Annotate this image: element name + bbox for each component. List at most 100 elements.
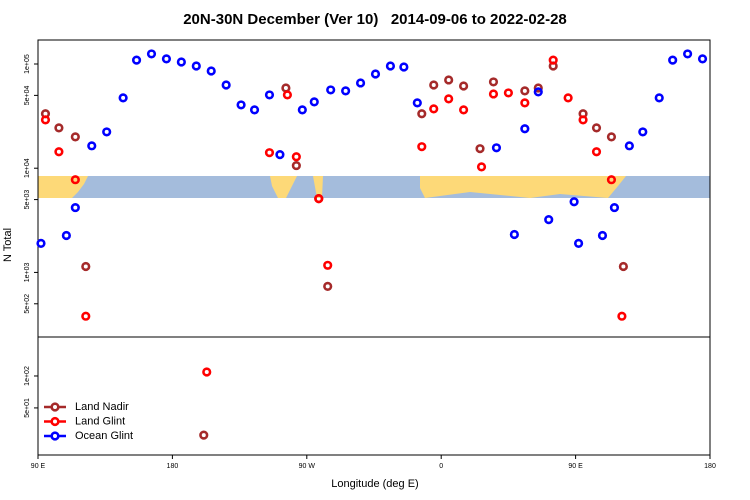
point	[385, 61, 396, 71]
point	[291, 160, 301, 171]
point	[459, 81, 469, 91]
point	[533, 87, 543, 97]
point	[70, 132, 80, 142]
map-strip	[38, 176, 710, 198]
legend-label: Land Nadir	[75, 401, 129, 413]
point	[444, 75, 454, 85]
point	[176, 57, 186, 67]
point	[476, 162, 487, 172]
point	[291, 152, 301, 162]
x-tick-label: 90 W	[299, 463, 316, 470]
y-tick-label: 1e+05	[24, 54, 31, 74]
y-tick-label: 5e+01	[24, 398, 31, 418]
point	[191, 61, 201, 71]
point	[275, 150, 285, 160]
y-tick-label: 1e+03	[24, 262, 31, 282]
point	[520, 98, 530, 108]
point	[429, 104, 439, 114]
point	[202, 367, 212, 377]
legend-label: Ocean Glint	[75, 430, 133, 442]
point	[569, 197, 579, 207]
point	[131, 55, 142, 65]
x-tick-label: 90 E	[31, 463, 46, 470]
y-axis-label: N Total	[2, 228, 14, 262]
point	[146, 49, 157, 59]
legend-marker	[50, 431, 60, 441]
point	[54, 123, 64, 133]
point	[520, 124, 530, 134]
point	[503, 88, 514, 98]
point	[606, 132, 617, 142]
point	[444, 94, 454, 104]
point	[412, 98, 422, 108]
point	[591, 147, 602, 157]
point	[417, 109, 427, 119]
point	[61, 230, 71, 241]
point	[548, 55, 558, 65]
point	[70, 175, 80, 185]
legend-marker	[50, 402, 60, 412]
point	[544, 215, 554, 225]
point	[81, 311, 91, 321]
point	[326, 85, 336, 95]
point	[606, 175, 617, 185]
point	[281, 83, 291, 93]
x-tick-label: 180	[167, 463, 179, 470]
point	[355, 78, 366, 88]
point	[236, 100, 246, 110]
point	[161, 54, 172, 64]
y-tick-label: 1e+04	[24, 158, 31, 178]
point	[668, 55, 678, 65]
point	[509, 229, 519, 240]
legend-label: Land Glint	[75, 415, 125, 427]
point	[591, 123, 602, 133]
point	[199, 430, 209, 440]
point	[81, 261, 91, 272]
point	[40, 115, 51, 125]
point	[573, 238, 584, 248]
legend-marker	[50, 416, 60, 427]
point	[682, 49, 693, 59]
point	[323, 260, 333, 270]
point	[314, 193, 324, 204]
point	[309, 97, 319, 107]
point	[597, 230, 608, 241]
point	[488, 89, 499, 99]
point	[697, 54, 708, 64]
point	[264, 90, 275, 100]
point	[70, 202, 80, 213]
plot-frame	[37, 336, 711, 456]
point	[102, 127, 112, 137]
x-tick-label: 90 E	[568, 463, 583, 470]
point	[429, 80, 439, 90]
point	[264, 148, 275, 158]
point	[399, 62, 409, 72]
point	[624, 141, 634, 151]
point	[297, 105, 307, 115]
y-tick-label: 5e+02	[24, 294, 31, 314]
x-tick-label: 0	[439, 463, 443, 470]
point	[618, 261, 628, 272]
point	[654, 93, 664, 103]
point	[609, 202, 620, 213]
point	[475, 144, 485, 154]
point	[578, 115, 588, 125]
point	[341, 86, 351, 96]
point	[638, 127, 648, 137]
point	[417, 142, 427, 152]
y-tick-label: 1e+02	[24, 366, 31, 386]
point	[563, 93, 573, 103]
y-tick-label: 5e+03	[24, 190, 31, 210]
point	[520, 86, 530, 96]
point	[617, 311, 627, 321]
point	[488, 77, 499, 87]
point	[36, 238, 46, 248]
point	[459, 105, 469, 115]
point	[533, 83, 543, 93]
point	[118, 93, 128, 103]
point	[282, 90, 292, 100]
point	[87, 141, 97, 151]
point	[370, 69, 381, 79]
point	[221, 80, 231, 90]
